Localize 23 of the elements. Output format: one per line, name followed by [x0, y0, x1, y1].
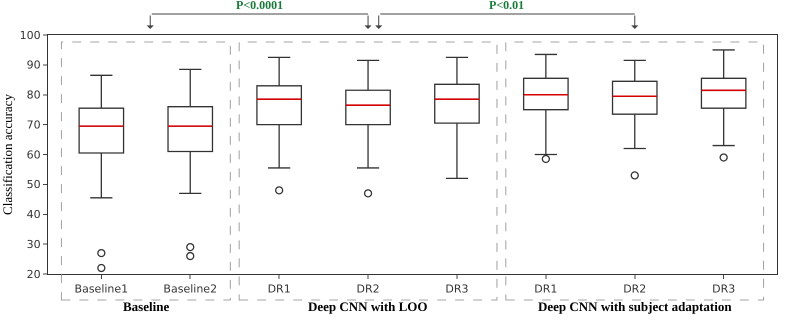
- x-tick-label: DR2: [356, 282, 380, 296]
- text: Baseline: [123, 299, 170, 314]
- y-tick-label: 30: [26, 238, 41, 251]
- text: P<0.0001: [236, 0, 284, 12]
- x-tick-label: DR3: [445, 282, 469, 296]
- text: Deep CNN with LOO: [308, 299, 428, 314]
- text: P<0.01: [489, 0, 524, 12]
- y-tick-label: 70: [26, 118, 41, 132]
- x-tick-label: Baseline1: [74, 282, 128, 296]
- y-tick-label: 40: [26, 208, 41, 222]
- x-tick-label: DR3: [712, 282, 736, 296]
- x-tick-label: Baseline2: [163, 282, 218, 296]
- y-tick-label: 100: [20, 28, 41, 42]
- x-tick-label: DR1: [534, 282, 558, 296]
- y-tick-label: 80: [26, 88, 41, 102]
- x-tick-label: DR1: [268, 282, 291, 296]
- x-tick-label: DR2: [623, 282, 646, 296]
- y-axis-title: Classification accuracy: [0, 94, 15, 215]
- text: Deep CNN with subject adaptation: [538, 299, 732, 314]
- y-tick-label: 90: [26, 58, 41, 72]
- y-tick-label: 50: [26, 178, 41, 192]
- y-tick-label: 20: [26, 268, 41, 281]
- y-tick-label: 60: [26, 148, 41, 162]
